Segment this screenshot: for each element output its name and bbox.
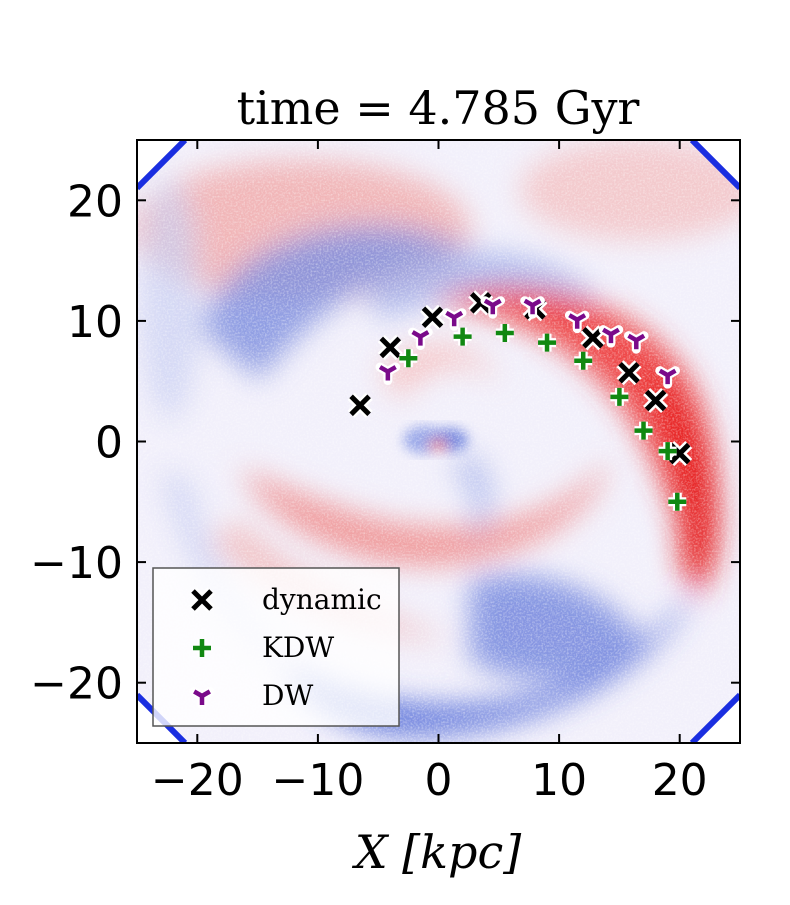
x-tick-label: −20 bbox=[151, 755, 244, 806]
marker-dw bbox=[480, 296, 506, 319]
x-tick-label: 0 bbox=[425, 755, 453, 806]
legend: dynamic KDW DW bbox=[152, 567, 400, 727]
legend-marker-dw bbox=[189, 687, 215, 710]
marker-kdw bbox=[668, 492, 687, 511]
marker-dynamic bbox=[643, 387, 669, 414]
disk-edge-bottom-right bbox=[689, 692, 740, 743]
marker-kdw bbox=[495, 323, 514, 342]
chart-title: time = 4.785 Gyr bbox=[237, 81, 640, 135]
marker-dw bbox=[520, 296, 545, 319]
y-tick-label: −20 bbox=[30, 659, 123, 710]
marker-kdw bbox=[634, 421, 653, 440]
x-axis-label: X [kpc] bbox=[352, 825, 521, 879]
marker-dynamic bbox=[377, 334, 403, 360]
marker-dw bbox=[655, 366, 680, 389]
marker-kdw bbox=[610, 387, 629, 406]
marker-dynamic bbox=[347, 392, 373, 418]
x-tick-label: −10 bbox=[271, 755, 364, 806]
marker-kdw bbox=[538, 333, 557, 352]
y-tick-label: 20 bbox=[67, 176, 123, 227]
marker-kdw bbox=[658, 442, 677, 461]
marker-kdw bbox=[574, 351, 593, 370]
marker-dynamic bbox=[419, 304, 446, 330]
marker-dw bbox=[408, 327, 433, 351]
marker-dw bbox=[375, 362, 401, 386]
disk-edge-top-right bbox=[689, 140, 740, 191]
legend-marker-dynamic bbox=[189, 587, 215, 613]
marker-dynamic bbox=[580, 325, 606, 351]
legend-label-kdw: KDW bbox=[262, 631, 334, 664]
y-tick-label: −10 bbox=[30, 538, 123, 589]
x-tick-label: 20 bbox=[652, 755, 708, 806]
disk-edge-top-left bbox=[137, 140, 188, 191]
marker-dw bbox=[564, 310, 590, 334]
marker-kdw bbox=[399, 349, 418, 368]
marker-dw bbox=[598, 325, 624, 348]
y-tick-label: 10 bbox=[67, 297, 123, 348]
data-marks bbox=[347, 290, 693, 511]
x-tick-label: 10 bbox=[531, 755, 587, 806]
marker-dynamic bbox=[616, 360, 642, 386]
legend-label-dynamic: dynamic bbox=[262, 583, 382, 616]
marker-dw bbox=[623, 331, 649, 354]
marker-kdw bbox=[453, 327, 472, 346]
legend-marks bbox=[189, 587, 215, 710]
legend-label-dw: DW bbox=[262, 679, 313, 712]
axes: −20 −10 0 10 20 −20 −10 0 10 20 bbox=[30, 140, 740, 806]
y-tick-label: 0 bbox=[95, 418, 123, 469]
legend-marker-kdw bbox=[193, 639, 211, 657]
marker-dw bbox=[441, 308, 467, 331]
